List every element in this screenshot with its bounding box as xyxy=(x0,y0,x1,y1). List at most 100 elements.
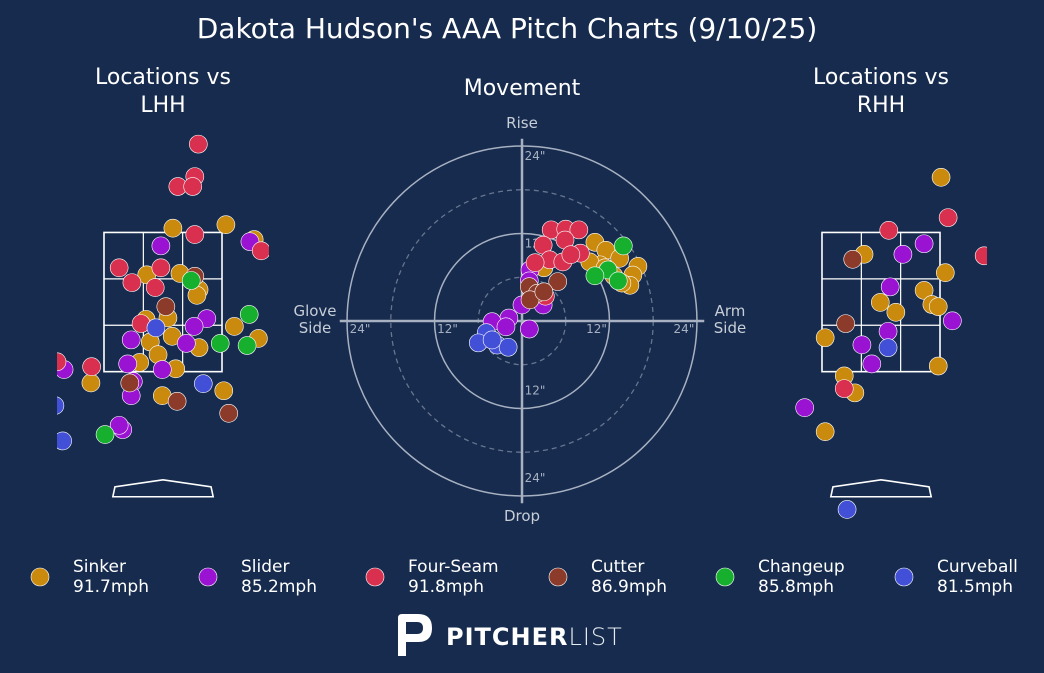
pitch-point xyxy=(118,354,137,374)
legend-speed: 85.8mph xyxy=(758,577,834,597)
pitch-point xyxy=(880,277,900,297)
pitch-point xyxy=(210,334,230,353)
pitch-point xyxy=(834,379,854,398)
pitch-point xyxy=(943,311,962,331)
pitch-point xyxy=(95,425,115,444)
pitch-point xyxy=(121,330,141,350)
logo-light: LIST xyxy=(568,623,622,651)
pitch-point xyxy=(151,236,171,256)
pitch-point xyxy=(914,234,934,254)
legend-name: Four-Seam xyxy=(408,557,499,577)
pitch-point xyxy=(237,336,257,355)
pitch-point xyxy=(81,373,101,393)
pitch-point xyxy=(122,273,142,292)
pitch-point xyxy=(167,392,187,411)
pitch-point xyxy=(870,293,890,312)
movement-point xyxy=(534,282,554,302)
movement-point xyxy=(561,245,581,264)
pitch-point xyxy=(843,250,863,269)
pitch-point xyxy=(189,134,208,154)
pitch-point xyxy=(938,208,958,227)
pitch-point xyxy=(795,398,814,418)
pitch-point xyxy=(928,297,948,316)
axis-label: Glove Side xyxy=(293,302,337,337)
home-plate xyxy=(829,478,933,498)
movement-point xyxy=(482,330,502,350)
legend-speed: 86.9mph xyxy=(591,577,667,597)
pitch-point xyxy=(879,221,899,240)
pitch-point xyxy=(156,297,176,316)
pitch-point xyxy=(239,305,259,324)
pitch-point xyxy=(974,246,987,266)
pitch-point xyxy=(145,278,165,297)
movement-point xyxy=(519,319,539,339)
pitch-point xyxy=(151,258,171,278)
panel-title: Movement xyxy=(463,76,581,101)
pitch-point xyxy=(251,241,269,261)
x-tick-label: 12" xyxy=(437,322,458,336)
logo-bold: PITCHER xyxy=(446,623,568,651)
y-tick-label: 24" xyxy=(525,149,546,163)
legend-name: Slider xyxy=(241,557,289,577)
legend-marker xyxy=(198,567,218,587)
pitch-point xyxy=(193,374,213,393)
movement-point xyxy=(548,272,568,291)
pitch-point xyxy=(181,271,201,290)
pitch-point xyxy=(914,281,934,300)
pitch-point xyxy=(152,360,172,379)
page-title: Dakota Hudson's AAA Pitch Charts (9/10/2… xyxy=(197,12,818,45)
home-plate xyxy=(111,478,215,498)
panel-title: Locations vs RHH xyxy=(813,65,949,118)
pitch-point xyxy=(177,334,196,353)
y-tick-label: 24" xyxy=(525,471,546,485)
legend-marker xyxy=(715,567,735,587)
legend-marker xyxy=(365,567,385,587)
pitch-point xyxy=(815,328,835,348)
pitch-point xyxy=(185,225,205,244)
pitch-point xyxy=(931,168,951,187)
legend-name: Changeup xyxy=(758,557,845,577)
panel-title: Locations vs LHH xyxy=(95,65,231,118)
pitch-point xyxy=(862,354,882,374)
movement-point xyxy=(585,266,605,286)
pitch-point xyxy=(878,338,898,357)
pitch-point xyxy=(120,373,140,393)
movement-point xyxy=(569,220,589,240)
pitch-point xyxy=(837,500,857,519)
movement-point xyxy=(496,317,516,337)
pitch-point xyxy=(109,258,129,278)
legend-speed: 91.7mph xyxy=(73,577,149,597)
pitch-point xyxy=(886,303,906,322)
pitch-point xyxy=(836,314,855,333)
pitch-point xyxy=(216,215,236,234)
logo-icon xyxy=(398,614,432,656)
legend-speed: 85.2mph xyxy=(241,577,317,597)
pitch-point xyxy=(815,422,835,442)
pitch-point xyxy=(183,177,202,196)
pitch-point xyxy=(109,416,129,435)
pitch-point xyxy=(163,218,183,238)
pitch-point xyxy=(214,381,234,401)
pitch-point xyxy=(852,335,872,355)
movement-point xyxy=(525,253,545,272)
legend-name: Cutter xyxy=(591,557,644,577)
movement-point xyxy=(520,290,540,310)
axis-label: Drop xyxy=(503,507,541,525)
legend-name: Sinker xyxy=(73,557,126,577)
movement-point xyxy=(498,337,518,357)
legend-speed: 81.5mph xyxy=(937,577,1013,597)
pitch-point xyxy=(928,356,948,376)
axis-label: Rise xyxy=(506,114,538,132)
logo: PITCHERLIST xyxy=(398,614,623,656)
pitch-point xyxy=(57,352,67,372)
pitch-point xyxy=(146,318,166,338)
movement-point xyxy=(608,271,628,291)
y-tick-label: 12" xyxy=(525,383,546,397)
pitch-point xyxy=(936,263,955,283)
x-tick-label: 24" xyxy=(350,322,371,336)
pitch-point xyxy=(893,245,913,264)
legend-name: Curveball xyxy=(937,557,1018,577)
logo-text: PITCHERLIST xyxy=(446,623,623,651)
